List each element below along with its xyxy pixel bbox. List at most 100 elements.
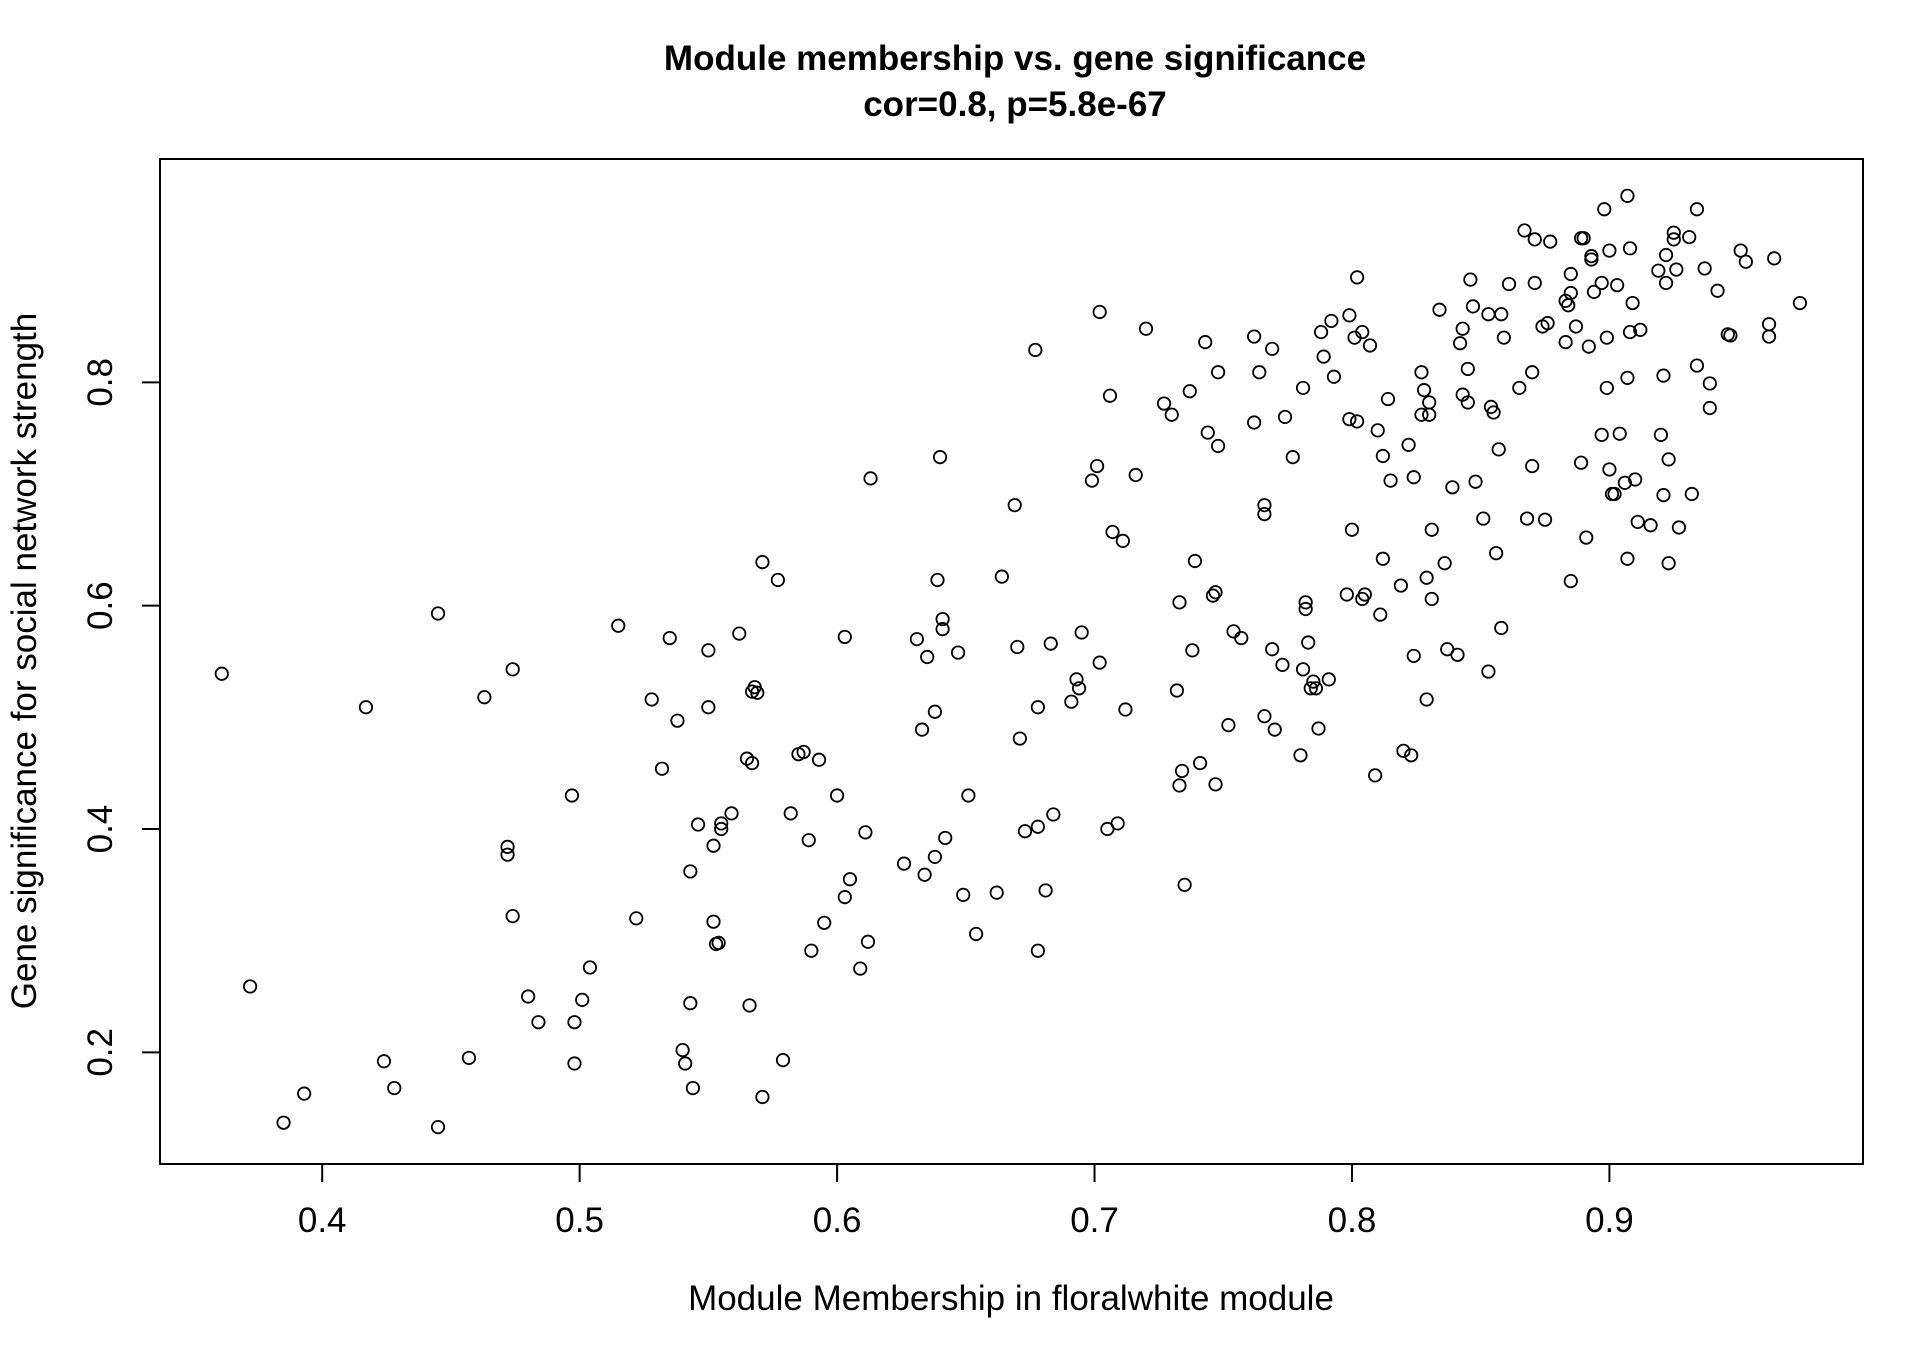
data-point [961,788,976,803]
data-point [1404,748,1419,763]
data-point [1733,243,1748,258]
data-point [670,713,685,728]
data-point [1298,601,1313,617]
data-point [654,761,670,776]
data-point [1460,395,1475,410]
data-point [1481,664,1496,679]
data-point [1620,551,1635,566]
data-point [1169,683,1185,698]
y-axis: 0.2 0.4 0.6 0.8 [81,358,161,1077]
data-point [276,1115,291,1130]
x-tick-label: 0.8 [1328,1201,1377,1240]
data-point [1558,335,1573,350]
data-point [989,885,1004,900]
data-point [500,839,515,854]
data-point [1656,368,1671,383]
data-point [1028,342,1043,358]
data-point [1494,307,1509,322]
data-point [1265,341,1280,356]
data-point [1172,595,1187,610]
data-point [1651,263,1666,278]
data-point [755,555,770,570]
data-point [1455,321,1470,336]
data-points [214,188,1808,1135]
data-point [938,830,953,846]
data-point [1658,247,1674,263]
data-point [376,1054,392,1069]
data-point [1643,518,1658,533]
data-point [1355,324,1370,340]
data-point [714,816,729,831]
data-point [1313,324,1329,340]
data-point [644,692,659,707]
data-point [1450,647,1465,662]
data-point [1689,358,1705,373]
data-point [1277,409,1293,425]
data-point [1486,405,1501,420]
data-point [1092,655,1107,670]
data-point [1628,472,1643,487]
y-tick-label: 0.4 [81,805,120,854]
data-point [1301,635,1316,650]
data-point [1622,241,1638,256]
data-point [1738,254,1753,269]
data-point [564,788,580,803]
data-point [927,849,943,865]
data-point [1563,285,1578,301]
data-point [567,1015,582,1030]
data-point [1174,763,1190,779]
data-point [1344,522,1360,537]
data-point [1380,391,1396,407]
data-point [1102,388,1118,403]
data-point [1419,570,1434,585]
data-point [1007,498,1022,513]
data-point [1584,252,1599,267]
data-point [1406,470,1421,485]
data-point [1396,743,1411,758]
data-point [1581,339,1596,354]
data-point [1437,556,1452,571]
data-point [1038,883,1053,898]
data-point [662,630,677,646]
data-point [1208,585,1223,600]
data-point [969,926,984,942]
data-point [1342,308,1357,323]
data-point [1630,514,1645,530]
data-point [1316,349,1331,364]
data-point [1257,506,1272,522]
data-point [1110,816,1125,831]
data-point [1046,807,1061,822]
data-point [1210,365,1226,380]
data-point [1537,512,1553,527]
data-point [1573,455,1589,470]
data-point [1370,423,1385,438]
data-point [858,825,873,840]
data-point [1247,329,1262,344]
data-point [1563,266,1578,282]
data-point [1069,672,1084,687]
data-point [1599,380,1614,396]
data-point [461,1050,477,1066]
data-point [1661,556,1676,571]
data-point [853,961,868,976]
data-point [1164,407,1179,422]
data-point [860,934,876,949]
data-point [1527,275,1542,291]
data-point [801,833,816,848]
data-point [1414,407,1429,422]
plot-frame [159,158,1864,1165]
data-point [1321,672,1336,687]
data-point [1723,328,1738,343]
data-point [683,864,698,879]
data-point [214,666,229,681]
data-point [1586,284,1602,299]
data-point [1602,243,1617,258]
data-point [1295,380,1311,396]
data-point [430,606,446,621]
data-point [1563,573,1578,589]
data-point [917,867,932,882]
data-point [1792,295,1808,311]
data-point [1761,329,1777,344]
data-point [500,847,515,862]
